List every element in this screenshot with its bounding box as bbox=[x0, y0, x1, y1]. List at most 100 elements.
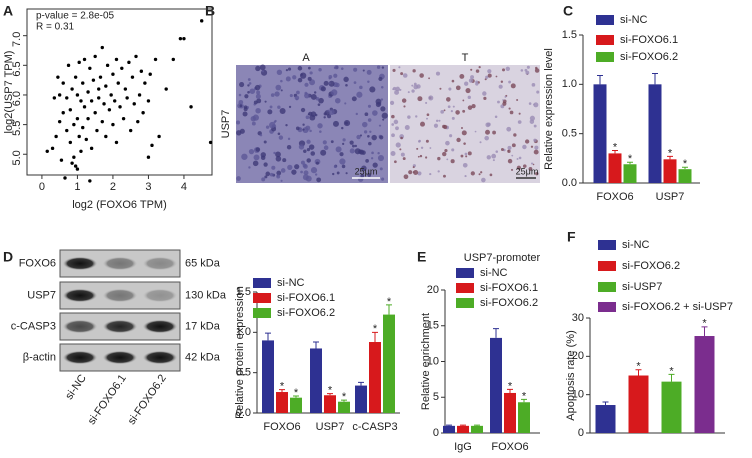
cell bbox=[261, 70, 265, 73]
cell bbox=[335, 97, 341, 104]
cell bbox=[485, 75, 489, 79]
cell bbox=[367, 80, 370, 83]
cell bbox=[339, 158, 346, 165]
cell bbox=[529, 115, 535, 121]
cell bbox=[365, 159, 369, 163]
error-bar bbox=[341, 399, 347, 402]
y-tick-label: 20 bbox=[572, 350, 584, 362]
cell bbox=[402, 157, 406, 161]
bar bbox=[262, 340, 274, 413]
point bbox=[57, 93, 62, 97]
error-bar bbox=[313, 341, 319, 349]
legend-label: si-FOXO6.1 bbox=[277, 292, 335, 304]
cell bbox=[491, 153, 497, 159]
cell bbox=[531, 83, 536, 87]
point bbox=[143, 81, 147, 85]
cell bbox=[510, 83, 516, 89]
blot-band bbox=[142, 288, 178, 303]
cell bbox=[380, 106, 386, 112]
cell bbox=[494, 115, 498, 119]
legend-label: si-NC bbox=[620, 14, 648, 26]
cell bbox=[460, 154, 464, 158]
cell bbox=[304, 82, 309, 87]
point bbox=[68, 108, 73, 112]
y-tick-label: 15 bbox=[427, 320, 439, 332]
cell bbox=[259, 64, 266, 71]
protein-label: FOXO6 bbox=[19, 257, 56, 269]
cell bbox=[489, 173, 493, 177]
cell bbox=[485, 129, 490, 135]
legend-swatch bbox=[456, 283, 474, 293]
cell bbox=[495, 150, 499, 153]
cell bbox=[314, 173, 318, 176]
cell bbox=[313, 91, 317, 94]
x-tick-label: 4 bbox=[181, 181, 187, 193]
cell bbox=[444, 148, 448, 153]
cell bbox=[390, 100, 395, 105]
significance: * bbox=[373, 323, 378, 335]
protein-label: c-CASP3 bbox=[11, 320, 56, 332]
cell bbox=[451, 79, 455, 83]
x-tick-label: 1 bbox=[74, 181, 80, 193]
cell bbox=[429, 147, 432, 149]
y-tick-label: 30 bbox=[572, 312, 584, 324]
cell bbox=[377, 155, 385, 162]
error-bar bbox=[612, 149, 618, 154]
y-tick-label: 10 bbox=[572, 389, 584, 401]
cell bbox=[255, 107, 261, 114]
point bbox=[79, 149, 83, 153]
cell bbox=[533, 149, 539, 155]
y-axis-label: Relative enrichment bbox=[420, 313, 432, 410]
cell bbox=[320, 149, 327, 156]
point bbox=[70, 87, 74, 91]
cell bbox=[254, 84, 261, 91]
cell bbox=[362, 121, 368, 128]
cell bbox=[285, 76, 291, 82]
cell bbox=[507, 145, 512, 150]
significance: * bbox=[294, 387, 299, 399]
cell bbox=[415, 115, 418, 118]
cell bbox=[399, 148, 402, 151]
cell bbox=[403, 174, 409, 180]
bar bbox=[694, 336, 715, 433]
point bbox=[100, 119, 104, 124]
legend-swatch bbox=[598, 240, 616, 250]
cell bbox=[323, 116, 326, 119]
cell bbox=[455, 110, 460, 115]
cell bbox=[285, 124, 288, 127]
image-label: A bbox=[302, 52, 310, 64]
x-tick-label: USP7 bbox=[656, 191, 685, 203]
point bbox=[75, 93, 80, 97]
cell bbox=[380, 85, 384, 89]
error-bar bbox=[597, 74, 603, 85]
cell bbox=[372, 110, 378, 116]
cell bbox=[309, 71, 313, 75]
point bbox=[66, 63, 71, 68]
point bbox=[189, 105, 193, 109]
cell bbox=[269, 172, 274, 177]
point bbox=[146, 155, 151, 159]
cell bbox=[355, 112, 358, 116]
cell bbox=[530, 162, 534, 165]
cell bbox=[259, 133, 263, 137]
cell bbox=[437, 156, 441, 161]
cell bbox=[305, 115, 310, 120]
cell bbox=[394, 160, 397, 164]
cell bbox=[470, 75, 475, 80]
legend-label: si-FOXO6.1 bbox=[620, 34, 678, 46]
cell bbox=[487, 73, 492, 78]
cell bbox=[450, 159, 455, 164]
point bbox=[200, 19, 204, 23]
cell bbox=[417, 96, 423, 102]
error-bar bbox=[372, 331, 378, 343]
size-label: 130 kDa bbox=[185, 289, 227, 301]
cell bbox=[435, 119, 439, 123]
x-tick-label: c-CASP3 bbox=[352, 421, 397, 433]
cell bbox=[368, 141, 372, 146]
blot-band bbox=[62, 256, 98, 271]
point bbox=[68, 140, 73, 145]
cell bbox=[416, 147, 419, 150]
point bbox=[171, 57, 175, 62]
cell bbox=[289, 94, 293, 98]
cell bbox=[413, 84, 419, 90]
